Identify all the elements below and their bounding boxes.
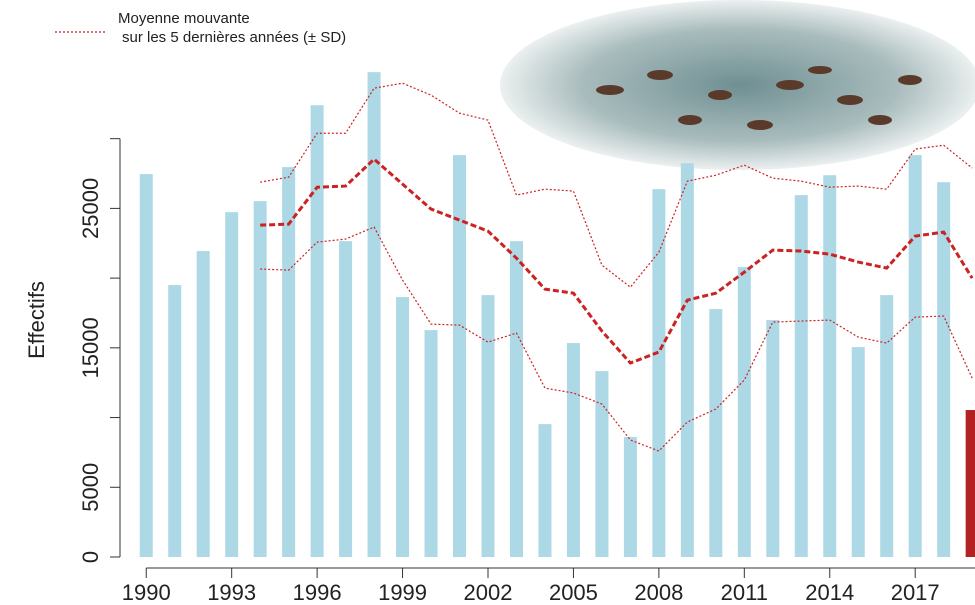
x-tick-label: 2014: [805, 580, 854, 605]
x-tick-label: 1993: [207, 580, 256, 605]
legend-label: Moyenne mouvante: [118, 10, 250, 27]
bar: [766, 320, 780, 557]
x-tick-label: 2011: [721, 580, 768, 605]
x-tick-label: 2008: [634, 580, 683, 605]
x-tick-label: 2017: [891, 580, 940, 605]
y-tick-label: 0: [78, 551, 103, 563]
bar: [424, 330, 438, 557]
bar: [168, 285, 182, 557]
bar: [139, 174, 153, 557]
bar: [253, 201, 267, 558]
bar: [794, 195, 808, 557]
bar: [595, 371, 609, 557]
bar: [282, 167, 296, 557]
bar: [538, 424, 552, 557]
bar: [937, 182, 951, 557]
photo-background: [500, 0, 975, 170]
bar: [823, 175, 837, 557]
x-tick-label: 1999: [378, 580, 427, 605]
bar: [680, 163, 694, 557]
ducks: [596, 66, 922, 130]
sd-line: [260, 226, 973, 452]
y-axis-title: Effectifs: [24, 281, 49, 359]
bar: [709, 309, 723, 557]
bar: [196, 251, 210, 557]
bar: [908, 155, 922, 558]
bar: [339, 241, 353, 558]
bar: [737, 267, 751, 557]
bar: [566, 343, 580, 557]
x-tick-label: 2005: [549, 580, 598, 605]
bar: [623, 437, 637, 557]
x-tick-label: 1990: [122, 580, 171, 605]
bar: [396, 297, 410, 557]
bar: [481, 295, 495, 557]
moving-average-line: [260, 157, 974, 365]
bar: [453, 155, 467, 558]
bar: [880, 295, 894, 557]
bar: [225, 212, 239, 558]
bar: [367, 72, 381, 557]
sd-line: [260, 82, 973, 289]
y-tick-label: 25000: [78, 178, 103, 239]
bar: [965, 410, 975, 557]
y-tick-label: 5000: [78, 463, 103, 512]
bar: [652, 189, 666, 557]
bar: [509, 241, 523, 558]
bar: [851, 347, 865, 557]
bar: [310, 105, 324, 557]
x-tick-label: 2002: [464, 580, 513, 605]
y-tick-label: 15000: [78, 317, 103, 378]
x-tick-label: 1996: [293, 580, 342, 605]
legend-label: sur les 5 dernières années (± SD): [122, 29, 346, 46]
